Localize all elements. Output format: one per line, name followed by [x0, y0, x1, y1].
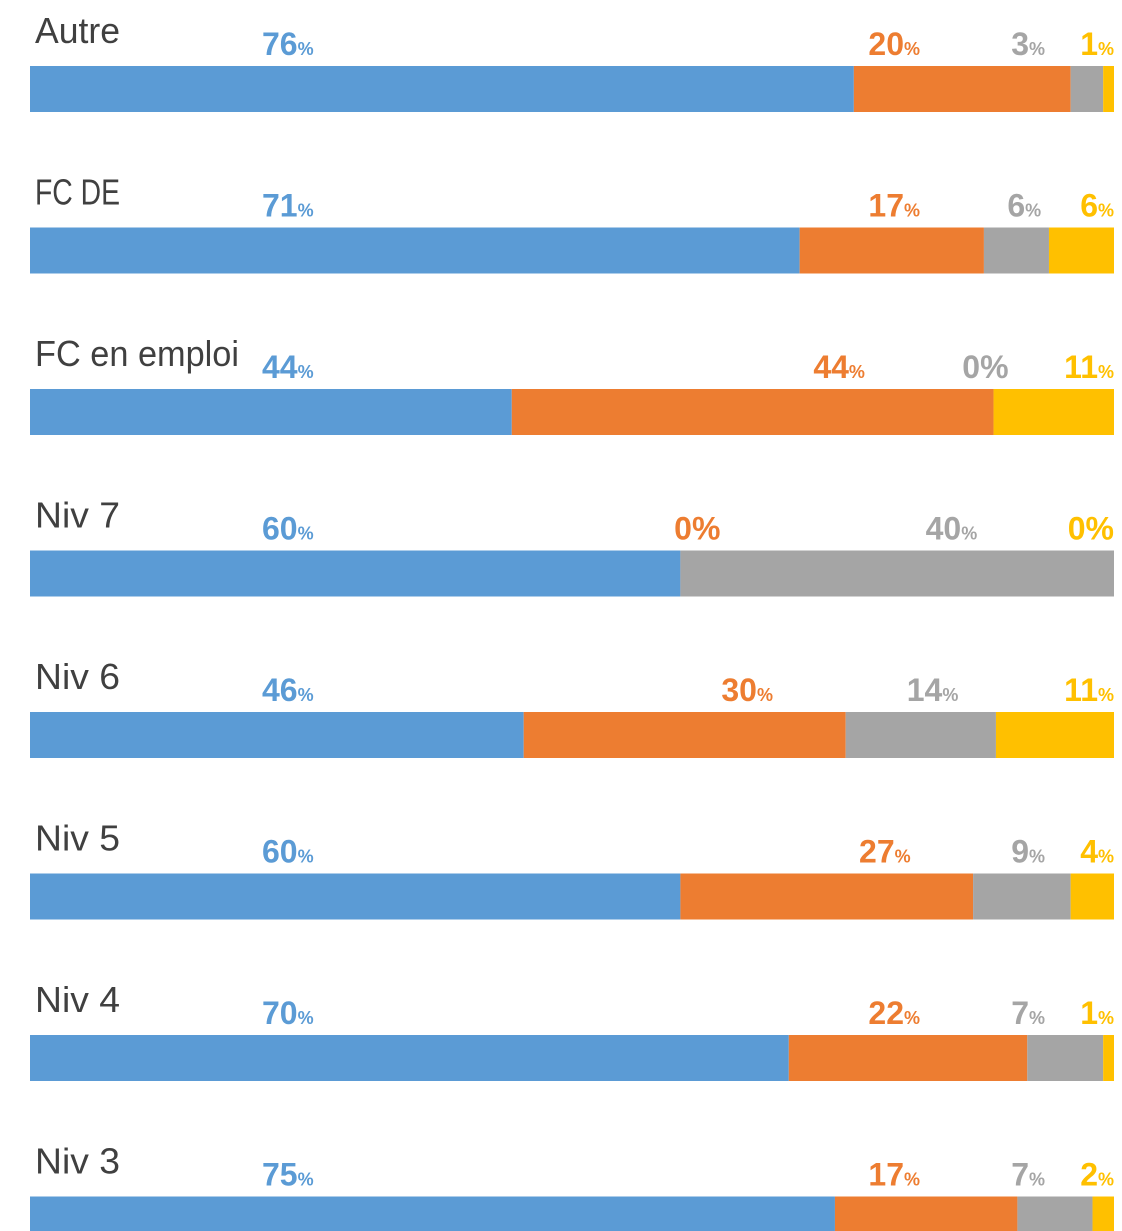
value-label: 2% [1080, 1157, 1114, 1193]
bar-segment [788, 1035, 1028, 1081]
bar-segment [1017, 1196, 1093, 1231]
value-label: 4% [1080, 834, 1114, 870]
value-label: 7% [1011, 1157, 1045, 1193]
bar-segment [30, 550, 681, 597]
bar-segment [993, 389, 1114, 435]
value-label: 60% [262, 511, 314, 547]
value-label: 1% [1080, 995, 1114, 1031]
category-label: Niv 3 [35, 1141, 120, 1182]
category-label: Niv 6 [35, 656, 120, 697]
bar-segment [680, 873, 974, 920]
value-label: 76% [262, 26, 314, 62]
value-label: 0% [962, 349, 1008, 385]
value-label: 30% [721, 672, 773, 708]
value-label: 44% [813, 349, 865, 385]
value-label: 17% [868, 188, 920, 224]
bar-segment [995, 712, 1114, 758]
value-label: 0% [1068, 511, 1114, 547]
value-label: 44% [262, 349, 314, 385]
bar-segment [1103, 1035, 1114, 1081]
value-label: 70% [262, 995, 314, 1031]
bar-segment [1092, 1196, 1114, 1231]
value-label: 27% [859, 834, 911, 870]
category-label: Niv 5 [35, 818, 120, 859]
value-label: 17% [868, 1157, 920, 1193]
bar-segment [1048, 227, 1114, 274]
bar-segment [30, 873, 681, 920]
category-label: FC en emploi [35, 333, 239, 374]
value-label: 60% [262, 834, 314, 870]
value-label: 9% [1011, 834, 1045, 870]
bar-segment [853, 66, 1071, 112]
bar-segment [973, 873, 1071, 920]
value-label: 0% [674, 511, 720, 547]
bar-segment [845, 712, 996, 758]
bar-segment [511, 389, 994, 435]
value-label: 11% [1064, 349, 1114, 385]
bar-segment [30, 1035, 789, 1081]
category-label: Niv 7 [35, 495, 120, 536]
value-label: 7% [1011, 995, 1045, 1031]
bar-segment [30, 712, 524, 758]
value-label: 11% [1064, 672, 1114, 708]
value-label: 40% [926, 511, 978, 547]
value-label: 20% [868, 26, 920, 62]
bar-segment [1027, 1035, 1104, 1081]
value-label: 6% [1080, 188, 1114, 224]
bar-segment [1070, 873, 1114, 920]
bar-segment [1070, 66, 1104, 112]
bar-segment [799, 227, 984, 274]
value-label: 14% [907, 672, 959, 708]
value-label: 46% [262, 672, 314, 708]
category-label: FC DE [35, 172, 120, 213]
bar-segment [30, 1196, 835, 1231]
bar-segment [983, 227, 1049, 274]
value-label: 3% [1011, 26, 1045, 62]
bar-segment [30, 389, 512, 435]
bar-segment [834, 1196, 1018, 1231]
value-label: 75% [262, 1157, 314, 1193]
value-label: 71% [262, 188, 314, 224]
bar-segment [680, 550, 1114, 597]
value-label: 6% [1007, 188, 1041, 224]
bar-segment [1103, 66, 1114, 112]
bar-segment [30, 227, 800, 274]
bar-segment [523, 712, 846, 758]
value-label: 1% [1080, 26, 1114, 62]
category-label: Autre [35, 10, 120, 51]
bar-segment [30, 66, 854, 112]
value-label: 22% [868, 995, 920, 1031]
category-label: Niv 4 [35, 979, 120, 1020]
